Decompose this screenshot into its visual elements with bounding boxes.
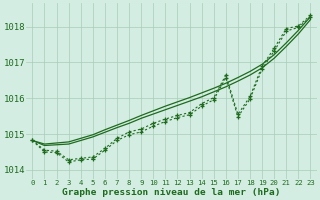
X-axis label: Graphe pression niveau de la mer (hPa): Graphe pression niveau de la mer (hPa) <box>62 188 281 197</box>
